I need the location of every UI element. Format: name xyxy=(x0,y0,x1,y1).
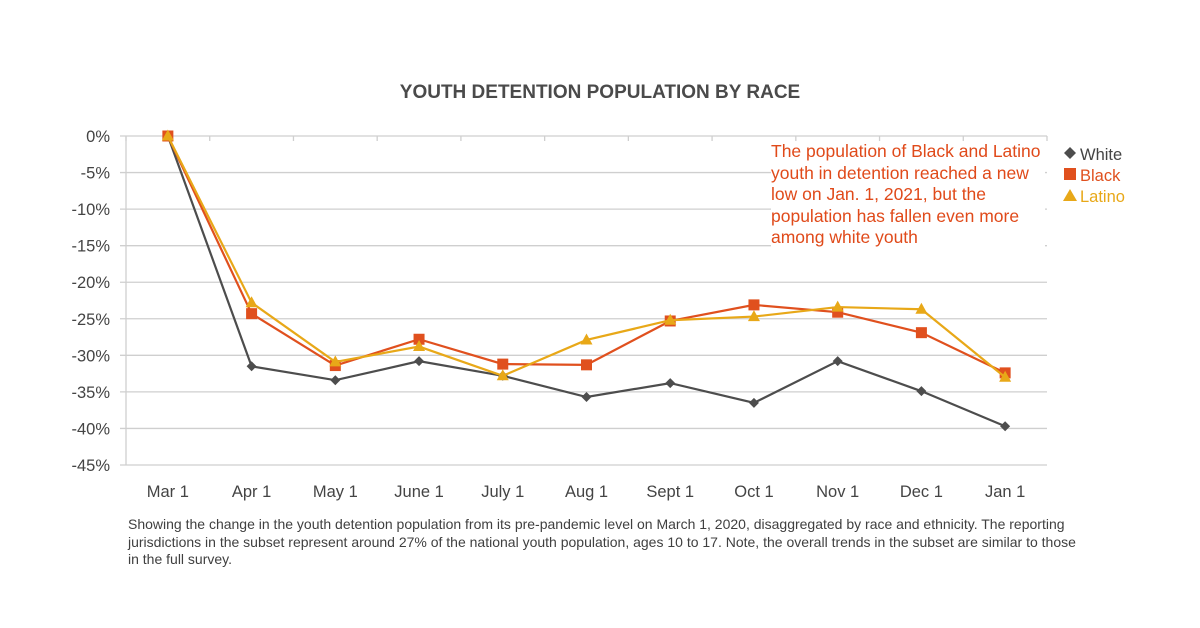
y-tick-label: -10% xyxy=(71,201,110,219)
x-tick-label: Jan 1 xyxy=(985,483,1025,501)
chart-title: YOUTH DETENTION POPULATION BY RACE xyxy=(399,82,801,103)
data-point-black xyxy=(581,359,592,371)
legend-item-latino: Latino xyxy=(1060,187,1125,208)
series-latino xyxy=(161,129,1012,382)
chart-caption: Showing the change in the youth detentio… xyxy=(128,516,1076,567)
y-tick-label: -5% xyxy=(81,165,111,183)
y-tick-label: -45% xyxy=(71,457,110,475)
x-tick-label: June 1 xyxy=(394,483,444,501)
data-point-latino xyxy=(580,333,593,345)
data-point-latino xyxy=(413,340,426,352)
x-tick-label: Sept 1 xyxy=(646,483,694,501)
x-tick-label: May 1 xyxy=(313,483,358,501)
data-point-white xyxy=(246,361,257,372)
legend-label-latino: Latino xyxy=(1080,188,1125,206)
data-point-black xyxy=(413,333,425,345)
y-axis: 0% -5% -10% -15% -20% -25% -30% -35% -40% -45% xyxy=(71,128,110,475)
x-tick-label: Apr 1 xyxy=(232,483,271,501)
data-point-white xyxy=(330,375,341,386)
x-tick-label: Oct 1 xyxy=(734,483,773,501)
data-point-white xyxy=(748,397,759,408)
x-tick-label: Dec 1 xyxy=(900,483,943,501)
data-point-latino xyxy=(245,296,258,308)
data-point-black xyxy=(915,327,927,339)
data-point-black xyxy=(832,306,844,318)
data-point-latino xyxy=(161,129,174,141)
chart-annotation: The population of Black and Latino youth… xyxy=(771,141,1045,249)
y-tick-label: 0% xyxy=(86,128,110,146)
x-axis: Mar 1 Apr 1 May 1 June 1 July 1 Aug 1 Sept 1 Oc… xyxy=(147,483,1026,501)
legend-item-black: Black xyxy=(1060,166,1125,187)
legend-label-black: Black xyxy=(1080,167,1121,185)
data-point-latino xyxy=(999,370,1012,382)
data-point-black xyxy=(748,299,760,311)
square-icon xyxy=(1060,166,1080,187)
data-point-white xyxy=(581,392,592,403)
y-tick-label: -35% xyxy=(71,384,110,402)
data-point-white xyxy=(1000,421,1011,432)
data-point-white xyxy=(414,356,425,367)
y-tick-label: -25% xyxy=(71,311,110,329)
data-point-latino xyxy=(329,355,342,367)
data-point-white xyxy=(665,378,676,389)
data-point-latino xyxy=(831,300,844,312)
x-tick-label: July 1 xyxy=(481,483,524,501)
x-tick-label: Aug 1 xyxy=(565,483,608,501)
data-point-latino xyxy=(496,369,509,381)
y-tick-label: -15% xyxy=(71,238,110,256)
triangle-icon xyxy=(1060,187,1080,208)
data-point-white xyxy=(832,356,843,367)
data-point-latino xyxy=(664,313,677,325)
y-tick-label: -40% xyxy=(71,420,110,438)
y-tick-label: -20% xyxy=(71,274,110,292)
legend-label-white: White xyxy=(1080,146,1123,164)
data-point-black xyxy=(246,308,258,320)
x-tick-label: Nov 1 xyxy=(816,483,859,501)
y-tick-label: -30% xyxy=(71,347,110,365)
legend: White Black Latino xyxy=(1060,145,1125,208)
legend-item-white: White xyxy=(1060,145,1125,166)
diamond-icon xyxy=(1060,145,1080,166)
data-point-black xyxy=(497,358,509,370)
series-group xyxy=(161,129,1012,432)
data-point-latino xyxy=(915,302,928,314)
x-tick-label: Mar 1 xyxy=(147,483,189,501)
data-point-white xyxy=(916,386,927,397)
data-point-latino xyxy=(747,310,760,322)
